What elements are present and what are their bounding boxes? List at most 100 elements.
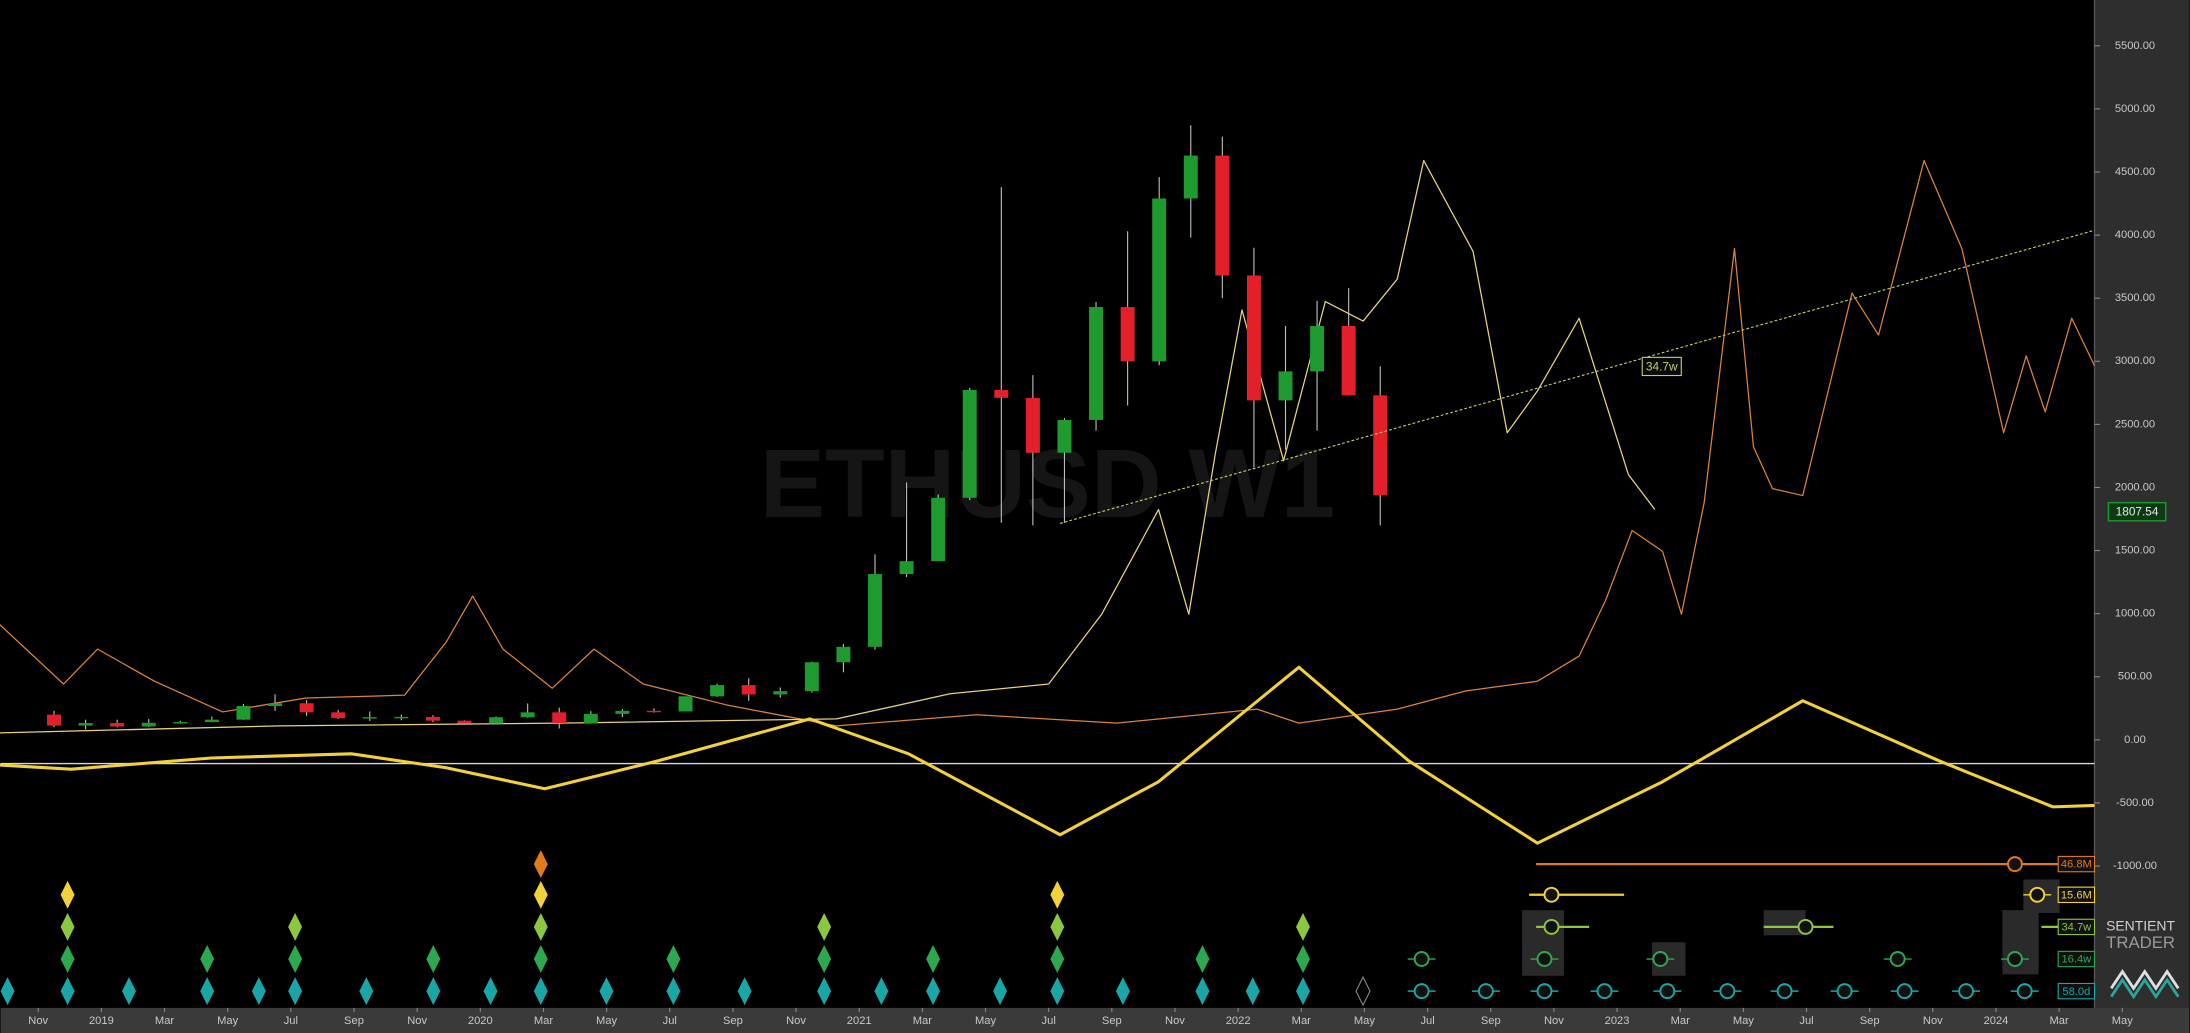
logo-top: SENTIENT	[2106, 918, 2175, 934]
cycle-diamond	[426, 945, 441, 973]
candle-body	[520, 712, 535, 718]
y-tick-label: 4000.00	[2115, 229, 2155, 241]
candle-body	[1183, 155, 1198, 199]
candle-body	[394, 716, 409, 719]
cycle-label-box	[2057, 918, 2096, 936]
cycle-label: 15.6M	[2061, 889, 2092, 901]
candle-body	[299, 703, 314, 713]
candle-body	[583, 713, 598, 724]
logo-wave	[2110, 969, 2180, 991]
projection-circle	[2016, 983, 2033, 1000]
projection-circle	[1413, 951, 1430, 967]
cycle-diamond	[533, 850, 548, 879]
x-tick-label: May	[217, 1015, 238, 1027]
trendline-label: 34.7w	[1646, 359, 1678, 373]
x-tick-label: Nov	[1923, 1015, 1943, 1027]
candle-body	[1215, 155, 1230, 276]
x-tick-label: May	[596, 1015, 617, 1027]
projection-circle	[1543, 886, 1560, 903]
cycle-diamond	[426, 977, 441, 1006]
projection-circle	[1536, 983, 1553, 1000]
projection-circle	[1413, 983, 1430, 1000]
y-tick-label: 0.00	[2124, 734, 2146, 746]
candle-body	[110, 723, 125, 727]
candle-body	[78, 723, 93, 726]
logo-mark	[2110, 969, 2180, 1000]
candle-body	[1057, 419, 1072, 453]
cycle-diamond-projected	[1355, 975, 1371, 1007]
x-tick-label: May	[2112, 1015, 2133, 1027]
cycle-diamond	[737, 977, 752, 1006]
cycle-diamond	[666, 977, 681, 1006]
cycle-diamond	[1296, 912, 1310, 941]
y-tick-label: 500.00	[2118, 671, 2152, 683]
cycle-diamond	[483, 977, 498, 1006]
last-price-box	[2107, 501, 2167, 522]
x-tick-label: Mar	[155, 1015, 174, 1027]
candle-body	[773, 691, 788, 695]
cycle-diamond	[359, 977, 374, 1006]
y-tick-label: 3000.00	[2115, 355, 2155, 367]
candle-body	[868, 574, 882, 647]
candle-body	[741, 685, 756, 695]
x-tick-label: Sep	[1860, 1015, 1880, 1027]
cycle-indicators	[0, 850, 2060, 1007]
cycle-diamond	[200, 945, 215, 973]
cycle-diamond	[1245, 977, 1260, 1006]
cycle-diamond	[288, 912, 303, 941]
cycle-diamond	[817, 945, 832, 973]
cycle-diamond	[533, 912, 548, 941]
x-tick-label: Nov	[407, 1015, 427, 1027]
cycle-diamond	[251, 977, 266, 1006]
projection-circle	[1652, 951, 1669, 967]
candle-body	[552, 712, 567, 724]
cycle-diamond	[1195, 977, 1210, 1006]
candle-body	[962, 389, 977, 498]
x-tick-label: May	[975, 1015, 996, 1027]
x-tick-label: Sep	[1102, 1015, 1122, 1027]
cycle-diamond	[926, 945, 941, 973]
projection-box	[1763, 910, 1806, 936]
projection-circle	[1836, 983, 1853, 1000]
cycle-label: 46.8M	[2061, 859, 2092, 871]
candle-body	[1278, 371, 1293, 401]
x-tick-label: Sep	[723, 1015, 743, 1027]
projection-circle	[2029, 886, 2046, 903]
x-tick-label: Nov	[1165, 1015, 1185, 1027]
cycle-diamond	[1195, 945, 1210, 973]
cycle-diamond	[666, 945, 681, 973]
candle-body	[615, 710, 630, 714]
x-tick-label: 2023	[1605, 1015, 1630, 1027]
trendline-label-box	[1641, 356, 1682, 377]
candle-body	[457, 720, 472, 724]
candle-body	[994, 389, 1009, 398]
cycle-diamond	[533, 880, 548, 909]
cycle-diamond	[1050, 977, 1065, 1006]
y-tick-label: 2000.00	[2115, 481, 2155, 493]
cycle-diamond	[60, 977, 75, 1006]
logo-wave	[2110, 977, 2180, 1000]
projection-circle	[1536, 951, 1553, 967]
x-tick-label: Nov	[28, 1015, 48, 1027]
cycle-diamond	[533, 945, 548, 973]
candle-body	[1341, 325, 1356, 396]
candle-body	[1152, 198, 1167, 362]
x-tick-label: Jul	[663, 1015, 677, 1027]
candle-body	[646, 710, 661, 713]
cycle-diamond	[60, 912, 75, 941]
projection-circle	[2006, 856, 2023, 873]
cycle-diamond	[926, 977, 941, 1006]
cycle-label-box	[2057, 982, 2096, 1000]
cycle-diamond	[60, 945, 75, 973]
x-tick-label: Sep	[1481, 1015, 1501, 1027]
trendline	[1059, 229, 2095, 524]
candle-body	[836, 646, 851, 663]
cycle-diamond	[533, 977, 548, 1006]
y-tick-label: 5500.00	[2115, 40, 2155, 52]
cycle-diamond	[60, 880, 75, 909]
cycle-diamond	[599, 977, 614, 1006]
candle-body	[899, 561, 914, 575]
candle-body	[425, 716, 440, 721]
candle-body	[141, 722, 156, 727]
candle-body	[268, 703, 283, 707]
